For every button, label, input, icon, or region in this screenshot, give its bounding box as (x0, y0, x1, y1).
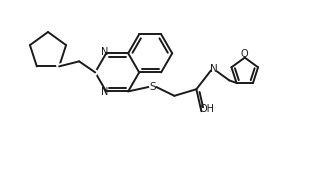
Text: S: S (149, 82, 156, 92)
Text: OH: OH (200, 104, 215, 114)
Text: N: N (210, 64, 218, 74)
Text: N: N (101, 47, 109, 57)
Text: N: N (101, 87, 109, 97)
Text: O: O (241, 49, 249, 59)
